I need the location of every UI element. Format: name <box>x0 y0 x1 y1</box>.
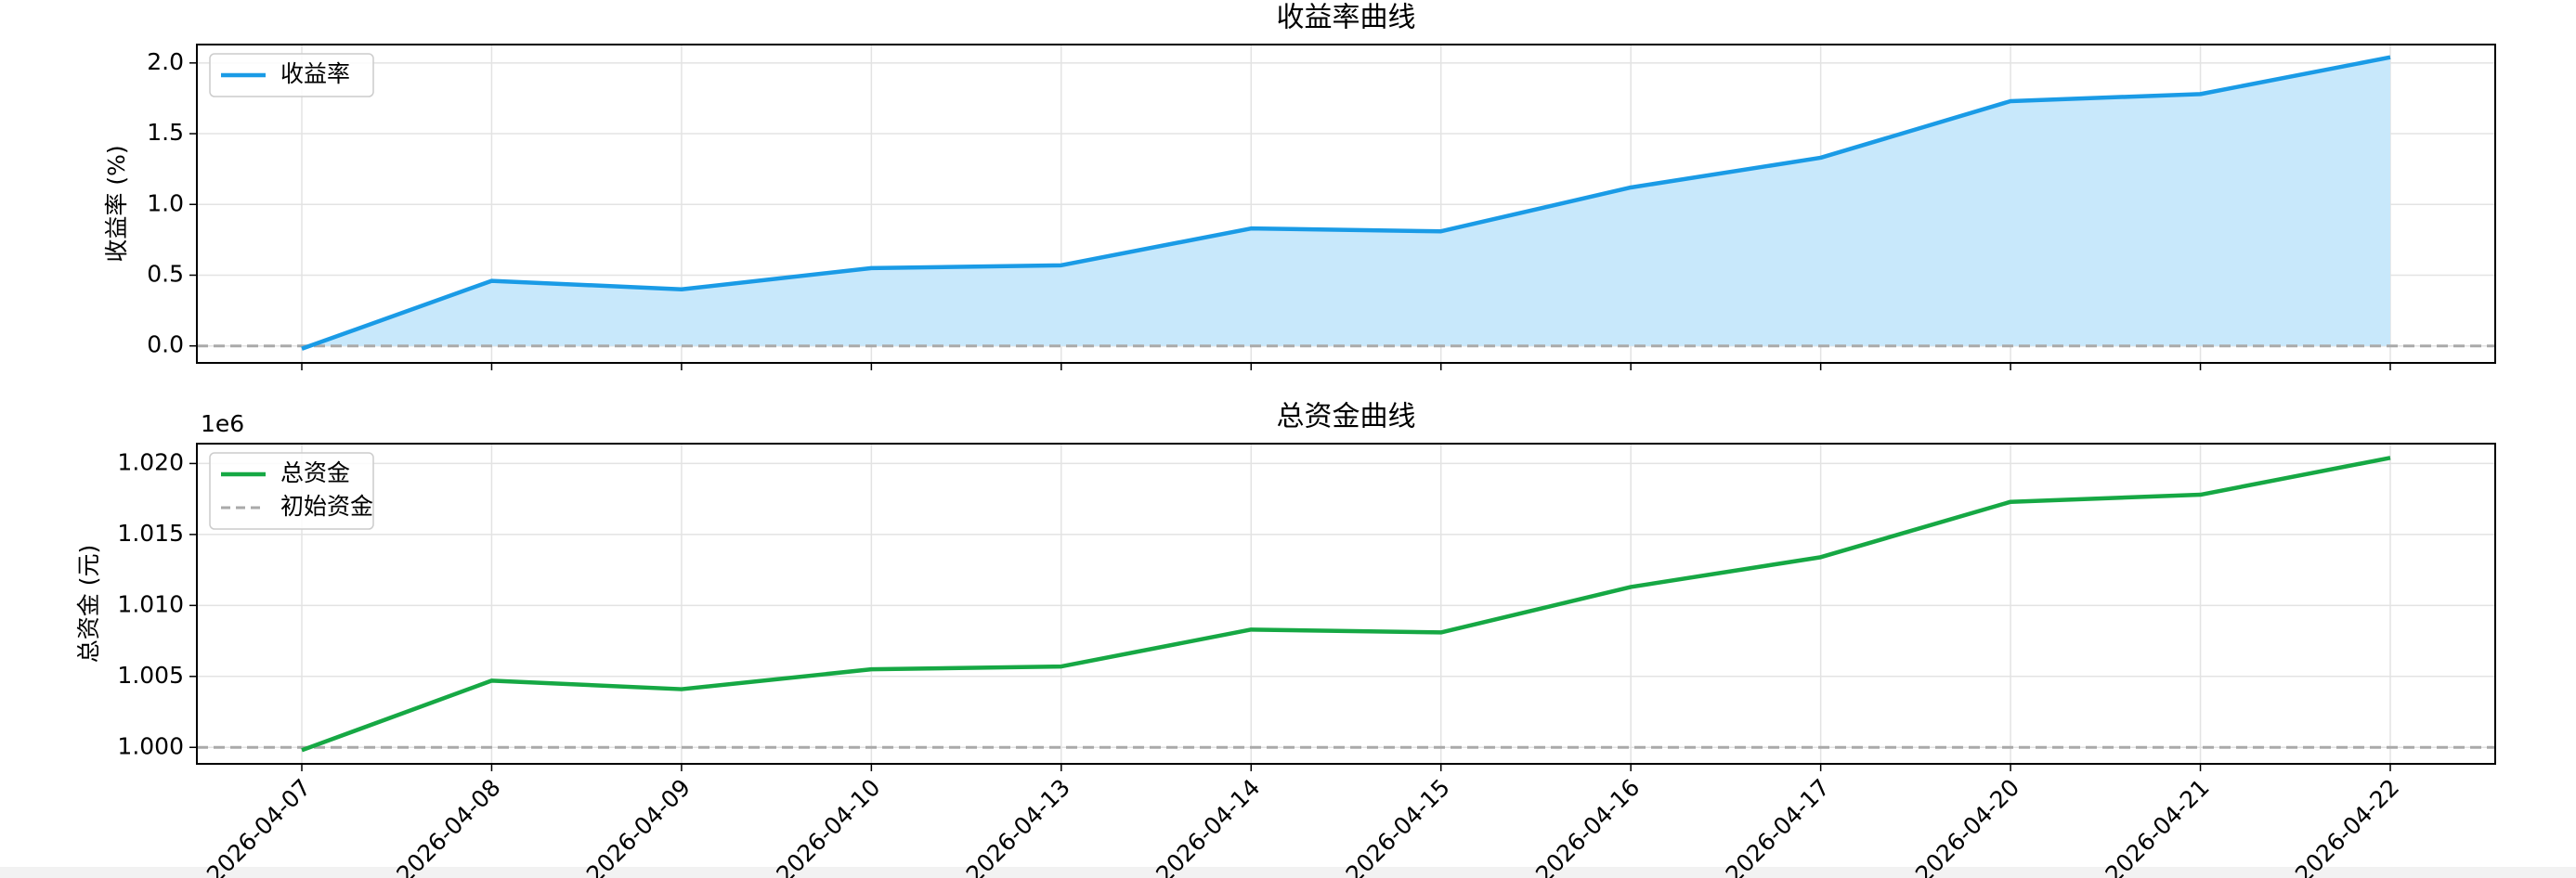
y-tick-label: 1.015 <box>117 520 184 547</box>
y-tick-label: 1.010 <box>117 590 184 617</box>
y-tick-label: 2.0 <box>147 48 184 75</box>
offset-label: 1e6 <box>201 410 244 437</box>
y-tick-label: 0.0 <box>147 331 184 358</box>
y-tick-label: 0.5 <box>147 260 184 287</box>
legend-label: 初始资金 <box>280 493 373 520</box>
y-tick-label: 1.000 <box>117 732 184 759</box>
bottom-strip <box>0 867 2576 878</box>
y-tick-label: 1.5 <box>147 119 184 146</box>
legend-label: 收益率 <box>280 60 350 87</box>
plot-frame <box>196 44 2496 364</box>
y-axis-label: 收益率 (%) <box>103 145 130 262</box>
legend-box <box>209 452 374 530</box>
y-tick-label: 1.005 <box>117 662 184 689</box>
chart-title: 收益率曲线 <box>1277 2 1416 34</box>
area-fill <box>302 57 2390 349</box>
chart-title: 总资金曲线 <box>1277 401 1416 433</box>
line <box>301 456 2391 753</box>
legend-box <box>209 53 374 97</box>
y-axis-label: 总资金 (元) <box>75 545 102 663</box>
y-tick-label: 1.020 <box>117 448 184 475</box>
line <box>301 55 2391 351</box>
plot-frame <box>196 443 2496 765</box>
legend-label: 总资金 <box>280 459 350 486</box>
y-tick-label: 1.0 <box>147 189 184 216</box>
